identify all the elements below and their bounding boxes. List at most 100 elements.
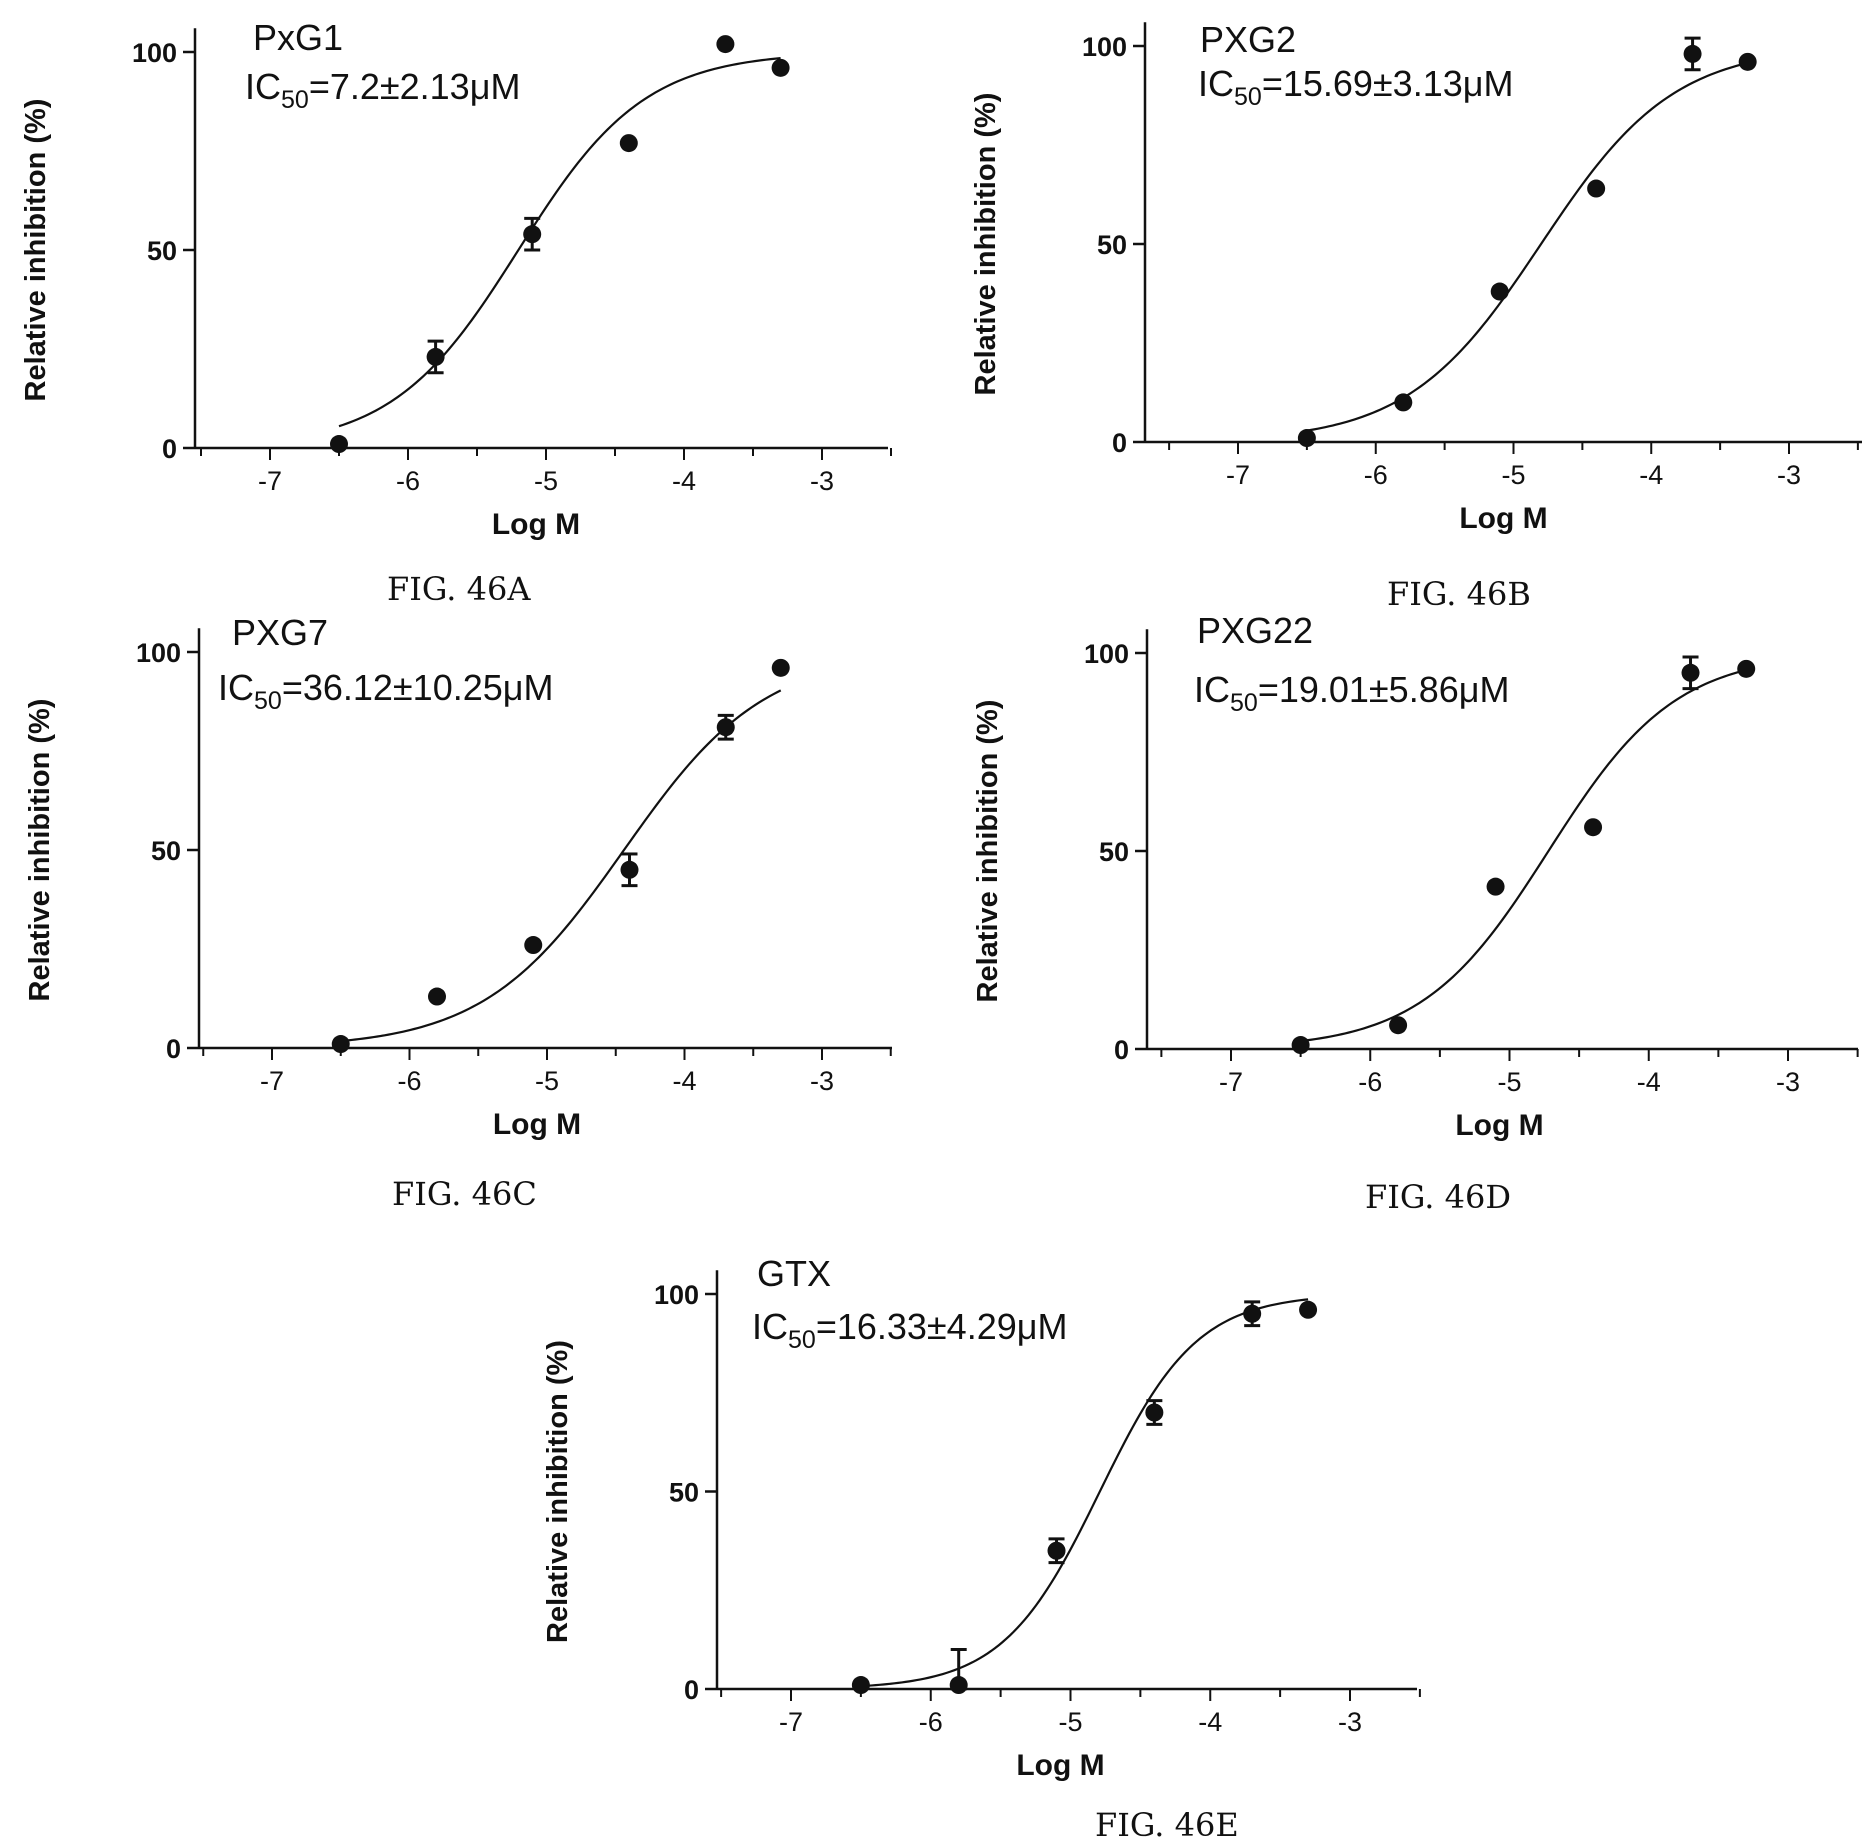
x-axis-title: Log M xyxy=(493,1108,581,1141)
ic50-subscript: 50 xyxy=(281,86,309,114)
y-tick-label: 50 xyxy=(669,1478,699,1508)
ic50-subscript: 50 xyxy=(1234,83,1262,111)
x-tick-label: -6 xyxy=(396,466,420,496)
data-point xyxy=(949,1676,968,1695)
x-tick-label: -5 xyxy=(1501,460,1525,490)
x-tick-label: -6 xyxy=(397,1066,421,1096)
ic50-annotation: IC50=16.33±4.29μM xyxy=(752,1306,1067,1354)
y-tick-label: 0 xyxy=(1112,428,1127,458)
x-tick-label: -4 xyxy=(672,466,696,496)
fit-curve xyxy=(1300,668,1747,1043)
y-tick-label: 50 xyxy=(151,836,181,866)
fit-curve xyxy=(860,1298,1309,1688)
data-point xyxy=(1243,1304,1262,1323)
x-tick-label: -7 xyxy=(779,1707,803,1737)
ic50-prefix: IC xyxy=(1194,669,1230,710)
data-point xyxy=(1486,877,1505,896)
y-tick-label: 50 xyxy=(1097,230,1127,260)
data-point xyxy=(426,347,445,366)
panel-e: 0 50 100 -7 -6 -5 -4 -3 Log M Relative inhibition… xyxy=(542,1253,1421,1782)
figure-caption: FIG. 46B xyxy=(1387,575,1531,613)
x-tick-label: -4 xyxy=(672,1066,696,1096)
ic50-value: =16.33±4.29μM xyxy=(816,1306,1068,1347)
x-tick-label: -3 xyxy=(1338,1707,1362,1737)
x-tick-label: -4 xyxy=(1198,1707,1222,1737)
data-point xyxy=(428,987,446,1006)
data-point xyxy=(716,35,735,54)
x-tick-label: -7 xyxy=(1219,1067,1243,1097)
y-axis-title: Relative inhibition (%) xyxy=(972,700,1004,1003)
data-point xyxy=(1587,179,1606,198)
x-tick-label: -6 xyxy=(1358,1067,1382,1097)
x-tick-label: -7 xyxy=(260,1066,284,1096)
data-point xyxy=(771,658,790,677)
y-axis-title: Relative inhibition (%) xyxy=(24,699,56,1002)
figure-caption: FIG. 46E xyxy=(1095,1806,1239,1844)
x-tick-label: -4 xyxy=(1639,460,1663,490)
data-point xyxy=(1299,1300,1318,1319)
y-tick-label: 100 xyxy=(1084,639,1129,669)
data-point xyxy=(1737,659,1756,678)
x-tick-label: -7 xyxy=(258,466,282,496)
ic50-subscript: 50 xyxy=(254,687,282,715)
data-point xyxy=(851,1676,870,1695)
x-tick-label: -7 xyxy=(1226,460,1250,490)
panel-b: 0 50 100 -7 -6 -5 -4 -3 Log M Relative inhibition… xyxy=(970,19,1862,535)
figure-caption: FIG. 46A xyxy=(387,570,531,608)
panel-c: 0 50 100 -7 -6 -5 -4 -3 Log M Relative inhibition… xyxy=(24,612,892,1141)
x-tick-label: -5 xyxy=(535,1066,559,1096)
fit-curve xyxy=(340,689,782,1043)
panel-d: 0 50 100 -7 -6 -5 -4 -3 Log M Relative inhibition… xyxy=(972,610,1859,1142)
data-point xyxy=(1738,52,1757,71)
fit-curve xyxy=(1306,61,1748,432)
figure-caption: FIG. 46C xyxy=(392,1175,537,1213)
y-tick-label: 50 xyxy=(147,236,177,266)
compound-label: PXG22 xyxy=(1197,610,1313,651)
x-tick-label: -3 xyxy=(810,1066,834,1096)
data-point xyxy=(523,225,542,244)
ic50-value: =7.2±2.13μM xyxy=(309,66,521,107)
y-axis-title: Relative inhibition (%) xyxy=(970,93,1002,396)
x-axis-title: Log M xyxy=(1016,1749,1104,1782)
fit-curve xyxy=(338,57,781,428)
data-point xyxy=(771,58,790,77)
x-tick-label: -6 xyxy=(1364,460,1388,490)
x-tick-label: -5 xyxy=(534,466,558,496)
ic50-prefix: IC xyxy=(1198,63,1234,104)
ic50-annotation: IC50=36.12±10.25μM xyxy=(218,667,554,715)
ic50-prefix: IC xyxy=(752,1306,788,1347)
y-tick-label: 0 xyxy=(162,434,177,464)
data-point xyxy=(619,134,638,153)
data-point xyxy=(1683,44,1702,63)
ic50-value: =15.69±3.13μM xyxy=(1262,63,1514,104)
compound-label: PxG1 xyxy=(253,17,343,58)
figure-caption: FIG. 46D xyxy=(1365,1178,1511,1216)
data-point xyxy=(1584,818,1603,837)
ic50-annotation: IC50=19.01±5.86μM xyxy=(1194,669,1509,717)
data-point xyxy=(1145,1403,1164,1422)
ic50-subscript: 50 xyxy=(1230,689,1258,717)
ic50-subscript: 50 xyxy=(788,1326,816,1354)
x-tick-label: -5 xyxy=(1058,1707,1082,1737)
x-tick-label: -3 xyxy=(1776,1067,1800,1097)
data-point xyxy=(1291,1036,1310,1055)
data-point xyxy=(330,435,348,454)
ic50-prefix: IC xyxy=(218,667,254,708)
x-axis-title: Log M xyxy=(1459,502,1547,535)
panel-a: 0 50 100 -7 -6 -5 -4 -3 Log M Relative inhibition… xyxy=(20,17,892,541)
y-tick-label: 0 xyxy=(166,1034,181,1064)
x-tick-label: -3 xyxy=(1777,460,1801,490)
data-point xyxy=(716,718,735,737)
data-point xyxy=(1047,1541,1066,1560)
x-tick-label: -5 xyxy=(1497,1067,1521,1097)
compound-label: PXG2 xyxy=(1200,19,1296,60)
ic50-value: =36.12±10.25μM xyxy=(282,667,554,708)
y-axis-title: Relative inhibition (%) xyxy=(542,1340,574,1643)
x-axis-title: Log M xyxy=(1455,1109,1543,1142)
data-point xyxy=(620,860,639,879)
data-point xyxy=(524,936,543,955)
data-point xyxy=(331,1035,350,1054)
data-point xyxy=(1681,663,1700,682)
ic50-prefix: IC xyxy=(245,66,281,107)
compound-label: GTX xyxy=(757,1253,831,1294)
